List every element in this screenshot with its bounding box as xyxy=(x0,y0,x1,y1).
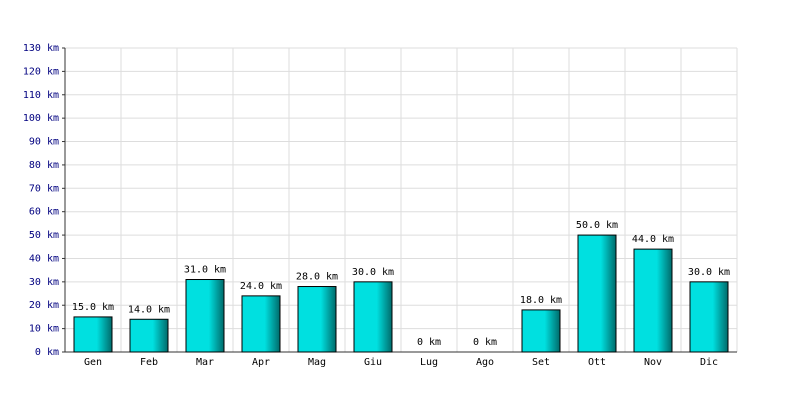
value-label: 44.0 km xyxy=(632,234,674,245)
value-label: 30.0 km xyxy=(352,267,394,278)
y-tick-label: 90 km xyxy=(29,137,59,148)
value-label: 18.0 km xyxy=(520,295,562,306)
x-tick-label: Gen xyxy=(84,357,102,368)
y-tick-label: 40 km xyxy=(29,253,59,264)
value-label: 14.0 km xyxy=(128,304,170,315)
y-tick-label: 10 km xyxy=(29,324,59,335)
bar xyxy=(521,309,561,353)
x-tick-label: Lug xyxy=(420,357,438,368)
x-tick-label: Ott xyxy=(588,357,606,368)
x-tick-label: Mar xyxy=(196,357,214,368)
value-label: 24.0 km xyxy=(240,281,282,292)
x-tick-label: Dic xyxy=(700,357,718,368)
value-label: 0 km xyxy=(473,337,497,348)
bar xyxy=(241,295,281,353)
y-tick-label: 110 km xyxy=(23,90,59,101)
y-tick-label: 0 km xyxy=(35,347,59,358)
bar xyxy=(689,281,729,353)
y-tick-label: 100 km xyxy=(23,113,59,124)
y-tick-label: 50 km xyxy=(29,230,59,241)
bar xyxy=(73,316,113,353)
x-tick-label: Set xyxy=(532,357,550,368)
bar xyxy=(353,281,393,353)
value-label: 15.0 km xyxy=(72,302,114,313)
bar xyxy=(577,234,617,353)
y-tick-label: 120 km xyxy=(23,66,59,77)
bar xyxy=(129,318,169,353)
value-label: 28.0 km xyxy=(296,272,338,283)
y-tick-label: 130 km xyxy=(23,43,59,54)
value-label: 0 km xyxy=(417,337,441,348)
x-tick-label: Feb xyxy=(140,357,158,368)
bar xyxy=(185,279,225,353)
value-label: 50.0 km xyxy=(576,220,618,231)
x-tick-label: Giu xyxy=(364,357,382,368)
value-label: 30.0 km xyxy=(688,267,730,278)
bar xyxy=(633,248,673,353)
x-tick-label: Ago xyxy=(476,357,494,368)
y-tick-label: 60 km xyxy=(29,207,59,218)
x-tick-label: Apr xyxy=(252,357,270,368)
x-tick-label: Nov xyxy=(644,357,662,368)
bar xyxy=(297,286,337,353)
y-tick-label: 70 km xyxy=(29,183,59,194)
y-tick-label: 30 km xyxy=(29,277,59,288)
y-tick-label: 20 km xyxy=(29,300,59,311)
value-label: 31.0 km xyxy=(184,265,226,276)
x-tick-label: Mag xyxy=(308,357,326,368)
y-tick-label: 80 km xyxy=(29,160,59,171)
